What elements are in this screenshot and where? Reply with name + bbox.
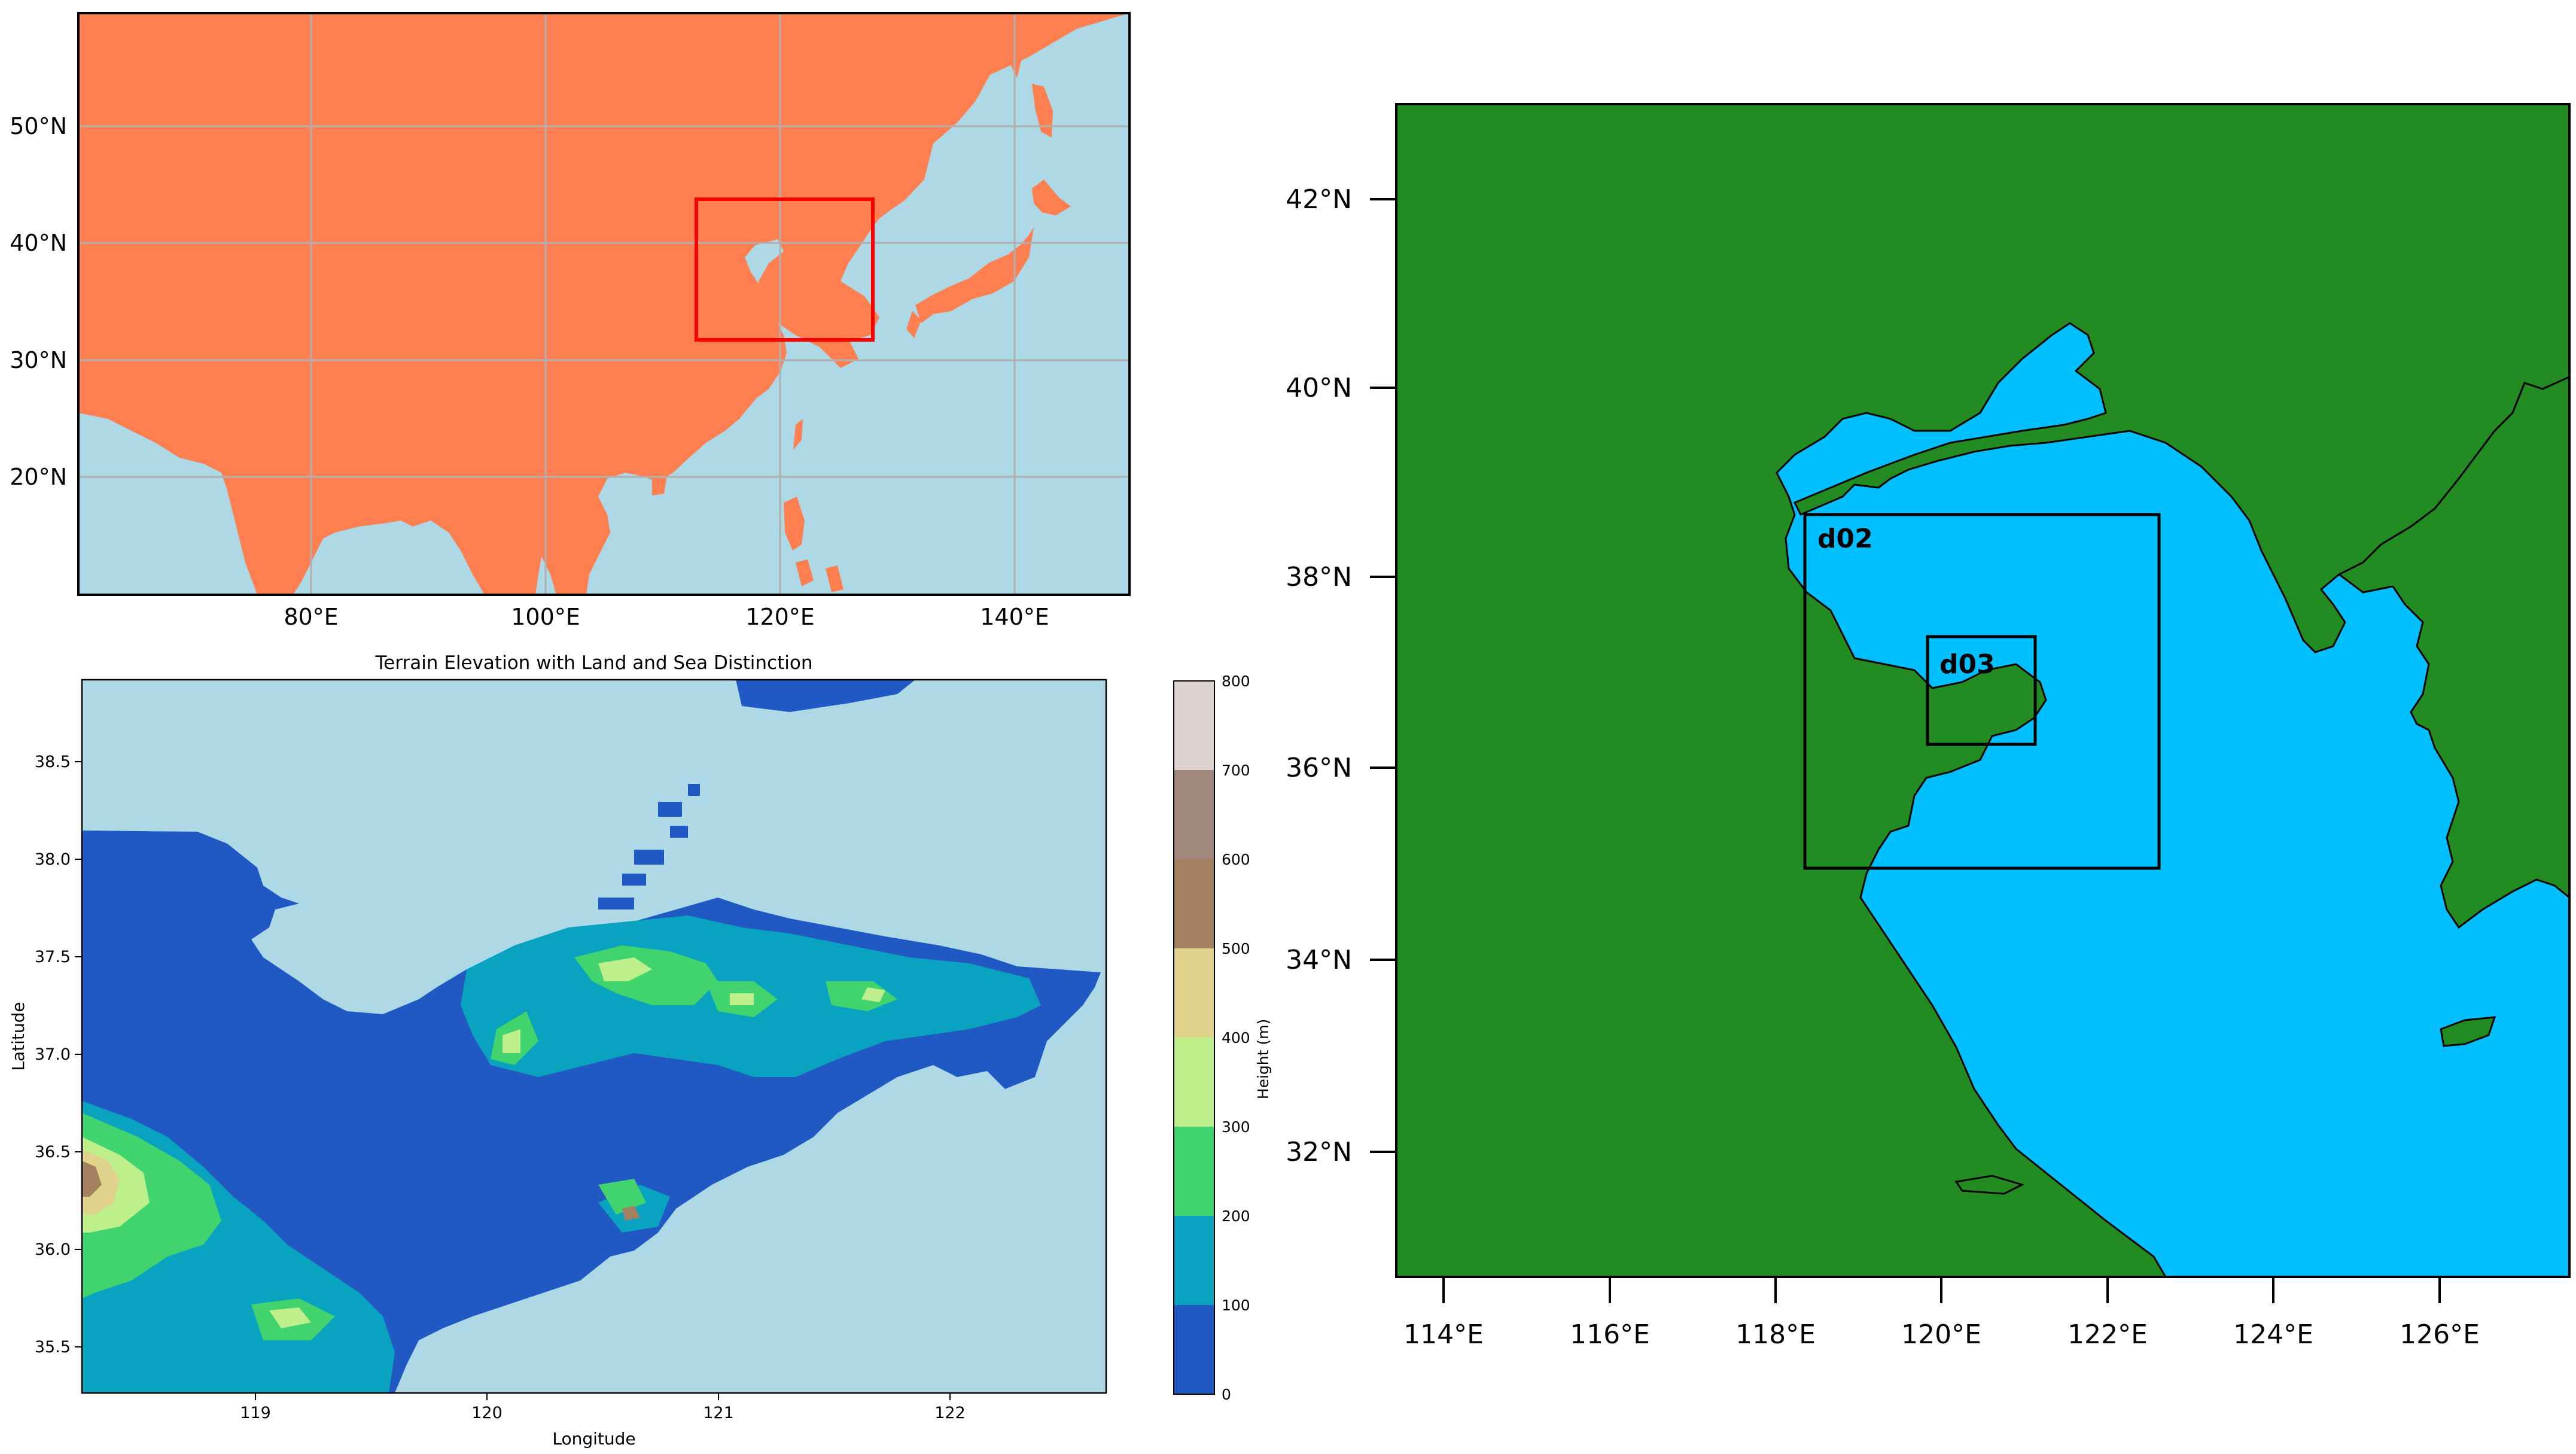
colorbar-tick: 100 [1222,1297,1250,1314]
domain-land-china [1396,104,2569,1277]
terrain-colorbar [1173,680,1215,1395]
domain-lat-tick: 42°N [1286,184,1352,215]
terrain-x-tick: 121 [703,1404,734,1422]
domain-lat-tick: 38°N [1286,562,1352,592]
colorbar-tick: 800 [1222,673,1250,690]
overview-gridlines [78,13,1129,595]
terrain-y-tick: 35.5 [35,1338,71,1356]
colorbar-band-0-100 [1174,1305,1214,1394]
domain-frame [1395,103,2571,1278]
colorbar-band-600-700 [1174,770,1214,859]
overview-lon-tick: 80°E [284,604,338,630]
colorbar-tick: 500 [1222,940,1250,957]
terrain-land-fragments [598,784,700,909]
domain-lon-tick: 114°E [1403,1319,1484,1350]
terrain-y-tick: 38.0 [35,850,71,869]
overview-map: 50°N 40°N 30°N 20°N 80°E 100°E 120°E 140… [10,12,1131,630]
colorbar-band-100-200 [1174,1216,1214,1305]
colorbar-band-300-400 [1174,1038,1214,1127]
domain-lon-tick: 116°E [1570,1319,1650,1350]
domain-land-bay-island [1954,1175,2025,1195]
terrain-y-tick: 38.5 [35,753,71,771]
terrain-title: Terrain Elevation with Land and Sea Dist… [375,652,813,674]
domain-lon-tick: 120°E [1901,1319,1981,1350]
overview-lat-tick: 30°N [10,347,67,373]
domain-land-korea [2337,376,2569,1277]
overview-philippines [784,497,844,592]
colorbar-tick: 300 [1222,1118,1250,1136]
domain-lon-tick: 118°E [1735,1319,1816,1350]
colorbar-tick: 200 [1222,1207,1250,1225]
overview-lat-tick: 20°N [10,464,67,490]
terrain-land-top [736,680,915,712]
domain-map: d02 d03 42°N 40°N 38°N 36°N 34°N 32°N 11… [1286,103,2571,1350]
overview-lon-tick: 140°E [980,604,1049,630]
domain-label-d02: d02 [1817,524,1873,554]
terrain-y-tick: 36.0 [35,1240,71,1259]
overview-lon-tick: 120°E [745,604,815,630]
overview-hainan [652,476,667,495]
domain-lat-tick: 40°N [1286,373,1352,403]
overview-lat-tick: 40°N [10,230,67,256]
terrain-x-tick: 122 [934,1404,966,1422]
domain-lon-tick: 122°E [2068,1319,2148,1350]
domain-lat-tick: 32°N [1286,1137,1352,1167]
colorbar-tick: 0 [1222,1386,1231,1403]
colorbar-tick: 700 [1222,762,1250,779]
overview-taiwan [793,419,803,450]
overview-red-domain-box [695,197,875,342]
overview-japan [906,84,1071,338]
domain-lon-tick: 124°E [2233,1319,2313,1350]
domain-box-d02 [1803,513,2161,870]
domain-lat-tick: 36°N [1286,753,1352,783]
domain-label-d03: d03 [1939,649,1995,680]
domain-land-jeju [2440,1016,2496,1047]
terrain-y-tick: 37.0 [35,1045,71,1064]
domain-box-d03 [1926,635,2037,746]
terrain-x-tick: 119 [240,1404,271,1422]
terrain-chart: Terrain Elevation with Land and Sea Dist… [8,652,1272,1449]
overview-lat-tick: 50°N [10,113,67,139]
domain-lat-tick: 34°N [1286,945,1352,975]
terrain-y-tick: 36.5 [35,1143,71,1161]
colorbar-tick: 400 [1222,1029,1250,1047]
terrain-frame [81,679,1107,1394]
colorbar-label: Height (m) [1254,1019,1272,1099]
domain-lon-tick: 126°E [2400,1319,2480,1350]
terrain-y-tick: 37.5 [35,948,71,966]
colorbar-band-200-300 [1174,1127,1214,1216]
terrain-y-label: Latitude [8,1002,28,1070]
terrain-x-label: Longitude [552,1429,635,1449]
colorbar-band-400-500 [1174,948,1214,1038]
overview-frame [77,12,1131,596]
overview-lon-tick: 100°E [511,604,580,630]
overview-land [78,13,1129,595]
terrain-x-tick: 120 [471,1404,503,1422]
terrain-band-100 [82,915,1041,1393]
colorbar-band-700-800 [1174,681,1214,770]
colorbar-tick: 600 [1222,851,1250,868]
colorbar-band-500-600 [1174,859,1214,948]
